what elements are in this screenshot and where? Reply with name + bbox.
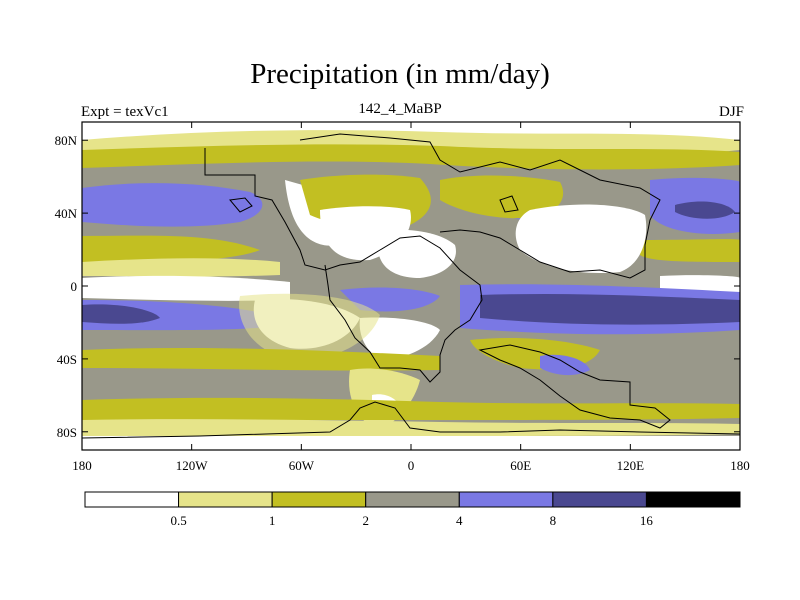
band-subtropic-north-olive (82, 235, 260, 266)
x-tick-label: 120W (176, 458, 209, 473)
x-tick-label: 0 (408, 458, 415, 473)
band-itcz-west-core (82, 304, 160, 324)
y-axis: 80N 40N 0 40S 80S (55, 133, 740, 440)
band-arctic-olive (82, 144, 740, 170)
x-tick-label: 60E (510, 458, 531, 473)
dry-asia (515, 204, 647, 274)
band-south-olive (82, 347, 440, 371)
coast-eurasia (299, 133, 661, 279)
coast-lake (229, 197, 253, 213)
band-pacific-storm-track (82, 183, 263, 227)
land-eurasia-olive (440, 175, 564, 219)
band-southern-ocean-light (82, 419, 740, 436)
colorbar (84, 491, 741, 508)
colorbar-label: 2 (362, 513, 369, 528)
x-tick-label: 180 (72, 458, 92, 473)
dry-sahara (378, 229, 456, 278)
band-atlantic-wet (340, 287, 440, 312)
band-southern-ocean-olive (82, 397, 740, 420)
dry-south-atlantic (359, 317, 440, 360)
x-axis: 180 120W 60W 0 60E 120E 180 (72, 122, 750, 473)
colorbar-label: 8 (550, 513, 557, 528)
coast-australia-region (478, 344, 671, 429)
x-tick-label: 180 (730, 458, 750, 473)
colorbar-swatch (458, 491, 554, 508)
coastlines (82, 133, 740, 439)
experiment-label: Expt = texVc1 (81, 104, 169, 120)
coast-inland-sea (499, 195, 519, 213)
y-tick-label: 0 (71, 279, 78, 294)
precip-field (82, 122, 740, 450)
run-label: 142_4_MaBP (358, 101, 442, 117)
x-tick-label: 60W (289, 458, 315, 473)
colorbar-swatch (84, 491, 180, 508)
colorbar-label: 1 (269, 513, 276, 528)
colorbar-labels: 0.5 1 2 4 8 16 (170, 513, 653, 528)
y-tick-label: 40S (57, 352, 77, 367)
colorbar-swatch (552, 491, 647, 508)
dry-equatorial-pacific (82, 275, 290, 301)
colorbar-swatch (645, 491, 741, 508)
y-tick-label: 40N (55, 206, 78, 221)
season-label: DJF (718, 104, 744, 120)
colorbar-swatch (271, 491, 367, 508)
coast-antarctica (82, 401, 740, 439)
colorbar-label: 0.5 (170, 513, 186, 528)
colorbar-swatch (365, 491, 460, 508)
band-south-subtropic-light (239, 293, 380, 361)
map-title: Precipitation (in mm/day) (250, 58, 550, 90)
colorbar-label: 4 (456, 513, 463, 528)
band-west-pacific-olive (640, 239, 740, 262)
band-subtropic-north-light (82, 258, 280, 277)
colorbar-swatch (178, 491, 273, 508)
colorbar-label: 16 (640, 513, 654, 528)
band-indo-pacific-core (480, 293, 740, 325)
y-tick-label: 80N (55, 133, 78, 148)
band-antarctic-dry (82, 436, 740, 450)
y-tick-label: 80S (57, 425, 77, 440)
x-tick-label: 120E (617, 458, 645, 473)
coast-americas-africa (204, 148, 483, 383)
band-pacific-core (675, 201, 735, 219)
